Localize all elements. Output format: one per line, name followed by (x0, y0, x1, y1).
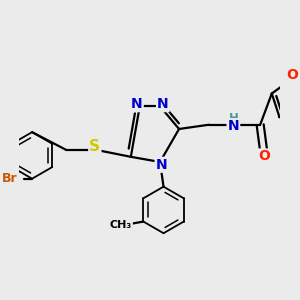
Text: N: N (228, 119, 239, 133)
Text: N: N (131, 97, 143, 111)
Text: CH₃: CH₃ (110, 220, 132, 230)
Text: S: S (89, 140, 100, 154)
Text: N: N (156, 158, 167, 172)
Text: O: O (287, 68, 298, 83)
Text: N: N (157, 97, 169, 111)
Text: H: H (228, 112, 238, 125)
Text: Br: Br (2, 172, 17, 185)
Text: O: O (259, 149, 270, 164)
